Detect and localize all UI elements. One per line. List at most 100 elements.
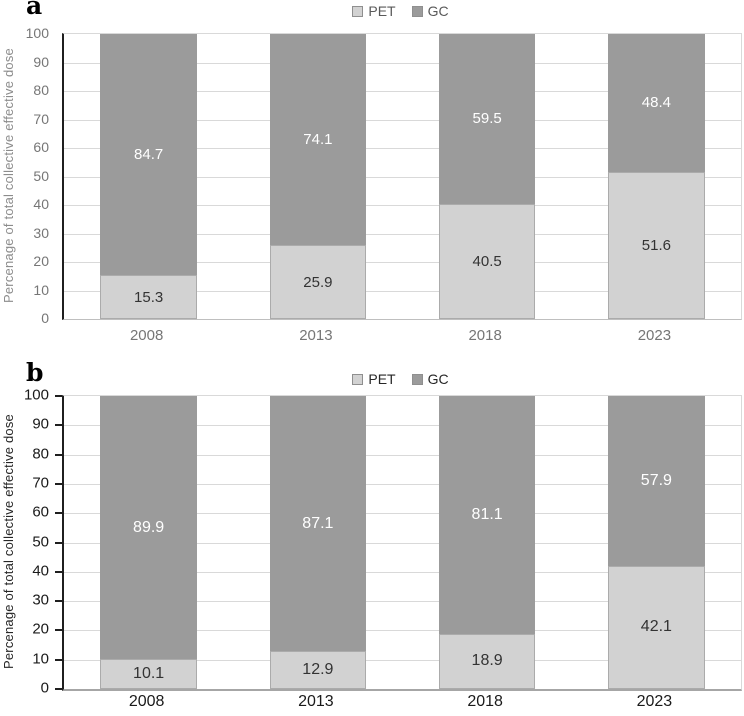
x-axis-labels-b: 2008 2013 2018 2023 [62,694,739,710]
value-label-pet: 25.9 [303,273,333,291]
bar-2018: 59.5 40.5 [438,34,536,319]
y-tick-label: 10 [32,650,49,668]
y-tick-label: 90 [32,415,49,433]
bar-slot-2013: 74.1 25.9 [233,34,402,319]
legend-b: PET GC [62,371,739,387]
bar-segment-pet: 42.1 [608,565,705,689]
y-tick-label: 80 [33,82,49,98]
legend-item-gc: GC [411,371,449,387]
y-tick-label: 60 [32,503,49,521]
bar-segment-pet: 18.9 [438,633,536,689]
y-tick-label: 100 [23,386,49,404]
legend-swatch-gc-icon [411,5,423,17]
x-category-label: 2018 [468,327,502,344]
y-tick-label: 100 [25,25,49,41]
panel-label-a: a [26,0,43,20]
y-tick-label: 0 [41,310,49,326]
y-tick-label: 70 [33,110,49,127]
value-label-pet: 12.9 [302,661,334,679]
bar-segment-gc: 87.1 [269,396,367,652]
bar-2013: 74.1 25.9 [269,34,367,319]
legend-item-pet: PET [352,371,396,387]
bar-slot-2023: 48.4 51.6 [572,34,741,319]
y-tick-label: 10 [33,281,49,298]
bar-2013: 87.1 12.9 [269,396,367,689]
y-tick-label: 60 [33,139,49,155]
y-axis-tickmark [55,629,62,632]
bar-slot-2008: 84.7 15.3 [64,34,233,319]
legend-swatch-gc-icon [411,373,423,385]
bar-segment-gc: 89.9 [100,396,197,660]
bar-2023: 57.9 42.1 [608,396,705,689]
value-label-gc: 57.9 [640,471,672,489]
chart-panel-b: b PET GC Percenage of total collective ef… [0,358,744,716]
x-category-label: 2023 [636,693,673,710]
y-tick-label: 50 [32,533,49,550]
y-axis-tickmark [55,600,62,603]
value-label-pet: 18.9 [471,652,503,670]
bar-segment-pet: 15.3 [100,275,197,319]
value-label-gc: 48.4 [641,94,671,112]
value-label-gc: 81.1 [471,505,503,523]
bar-segment-gc: 74.1 [269,34,367,246]
x-category-label: 2023 [637,327,672,344]
bar-segment-pet: 10.1 [100,659,197,689]
y-tick-label: 30 [33,224,49,241]
bar-segment-pet: 40.5 [438,203,536,319]
y-axis-tickmark [55,424,62,427]
y-axis-tickmark [55,658,62,661]
y-axis-tickmark [55,688,62,690]
bar-segment-gc: 57.9 [608,396,705,566]
y-tick-label: 40 [32,562,49,580]
y-tick-label: 40 [33,196,49,212]
y-axis-tickmark [55,395,62,397]
value-label-gc: 59.5 [472,110,502,128]
value-label-gc: 89.9 [133,518,165,536]
x-category-label: 2013 [298,693,334,710]
legend-item-gc: GC [411,3,449,19]
y-axis-ticks-b: 0 10 20 30 40 50 60 70 80 90 100 [0,388,56,696]
value-label-pet: 42.1 [640,618,672,636]
legend-swatch-pet-icon [352,373,364,385]
y-axis-tickmark [55,541,62,544]
plot-area-a: 84.7 15.3 74.1 25.9 59.5 40.5 48.4 51.6 [62,33,742,320]
legend-label-pet: PET [368,371,396,387]
legend-swatch-pet-icon [352,5,364,17]
y-tick-label: 0 [40,679,49,697]
x-category-label: 2008 [129,327,164,344]
x-category-label: 2008 [128,693,165,710]
panel-label-b: b [26,358,44,387]
x-category-label: 2018 [467,693,503,710]
y-tick-label: 20 [32,620,49,638]
y-axis-ticks-a: 0 10 20 30 40 50 60 70 80 90 100 [0,26,56,325]
value-label-gc: 84.7 [134,146,164,164]
bar-2023: 48.4 51.6 [608,34,705,319]
legend-label-pet: PET [368,3,396,19]
legend-label-gc: GC [427,371,449,387]
bar-2018: 81.1 18.9 [438,396,536,689]
y-axis-tickmark [55,512,62,515]
value-label-gc: 87.1 [302,514,334,532]
bar-segment-pet: 51.6 [608,171,705,319]
x-axis-labels-a: 2008 2013 2018 2023 [62,328,739,343]
y-tick-label: 30 [32,591,49,609]
bar-2008: 89.9 10.1 [100,396,197,689]
y-axis-tickmark [55,482,62,485]
legend-item-pet: PET [352,3,396,19]
legend-label-gc: GC [427,3,449,19]
y-tick-label: 70 [32,474,49,492]
y-tick-label: 90 [33,53,49,70]
y-tick-label: 50 [33,167,49,184]
value-label-pet: 15.3 [134,288,164,306]
y-tick-label: 80 [32,445,49,463]
y-axis-tickmark [55,570,62,573]
plot-area-b: 89.9 10.1 87.1 12.9 81.1 18.9 57.9 42.1 [55,395,742,691]
y-tick-label: 20 [33,253,49,269]
bar-slot-2008: 89.9 10.1 [64,396,233,689]
bar-segment-gc: 59.5 [438,34,536,204]
value-label-pet: 10.1 [133,665,165,683]
value-label-pet: 40.5 [472,252,502,270]
bar-segment-pet: 25.9 [269,245,367,319]
value-label-pet: 51.6 [641,236,671,254]
